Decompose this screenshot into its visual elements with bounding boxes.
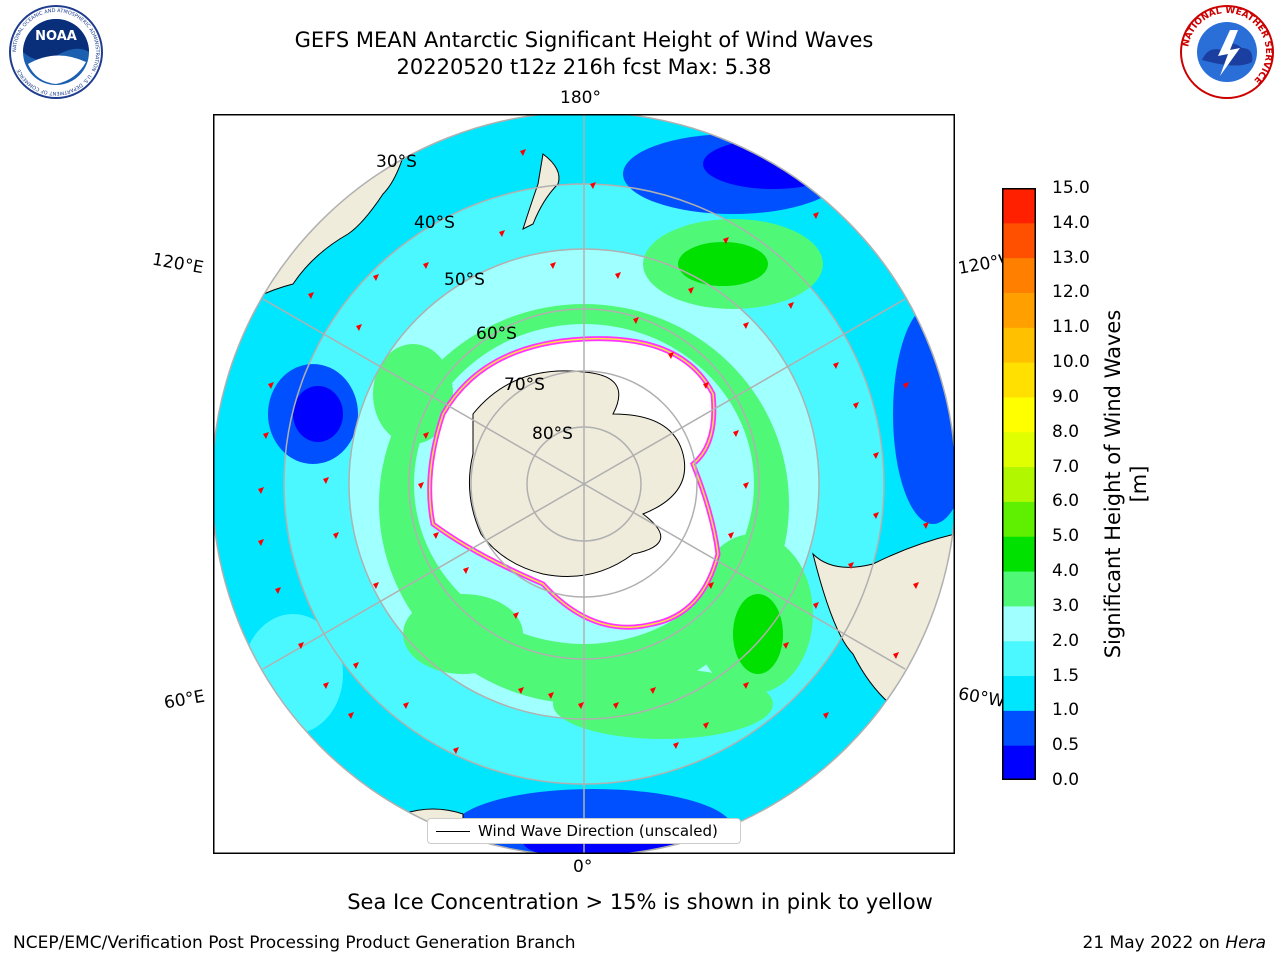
colorbar-tick-label: 1.5 [1052, 665, 1080, 686]
chart-subtitle: 20220520 t12z 216h fcst Max: 5.38 [396, 55, 772, 79]
colorbar-tick-label: 12.0 [1052, 282, 1090, 303]
colorbar-band [1002, 536, 1036, 572]
colorbar-tick-label: 5.0 [1052, 526, 1080, 547]
colorbar-tick-label: 0.0 [1052, 770, 1080, 790]
colorbar-tick-label: 14.0 [1052, 212, 1090, 233]
machine-name: Hera [1225, 933, 1266, 953]
noaa-logo-text: NOAA [35, 29, 77, 44]
colorbar-tick-label: 6.0 [1052, 491, 1080, 512]
lat-label-50s: 50°S [444, 270, 485, 290]
polar-map [213, 114, 955, 854]
colorbar-band [1002, 745, 1036, 780]
colorbar-band [1002, 327, 1036, 363]
colorbar-band [1002, 640, 1036, 677]
colorbar-band [1002, 222, 1036, 259]
colorbar-band [1002, 188, 1036, 224]
colorbar-tick-label: 13.0 [1052, 247, 1090, 268]
colorbar-band [1002, 396, 1036, 433]
antarctica-land [468, 370, 686, 577]
date-prefix: 21 May 2022 on [1082, 933, 1226, 953]
lon-label-0: 0° [573, 857, 593, 877]
lat-label-40s: 40°S [414, 213, 455, 233]
colorbar-label: Significant Height of Wind Waves [m] [1101, 309, 1151, 659]
lon-label-180: 180° [560, 88, 601, 108]
date-text: 21 May 2022 on Hera [1083, 933, 1267, 953]
colorbar-band [1002, 362, 1036, 398]
noaa-logo: NOAA NATIONAL OCEANIC AND ATMOSPHERIC AD… [9, 5, 103, 99]
colorbar [1002, 188, 1036, 780]
colorbar-tick-label: 3.0 [1052, 595, 1080, 616]
map-legend: Wind Wave Direction (unscaled) [427, 818, 741, 844]
nws-logo: NATIONAL WEATHER SERVICE [1180, 5, 1274, 99]
graticule [213, 114, 955, 854]
colorbar-tick-label: 9.0 [1052, 386, 1080, 407]
colorbar-band [1002, 292, 1036, 328]
colorbar-band [1002, 710, 1036, 746]
colorbar-tick-label: 0.5 [1052, 735, 1080, 756]
colorbar-band [1002, 257, 1036, 293]
colorbar-tick-label: 7.0 [1052, 456, 1080, 477]
colorbar-tick-label: 2.0 [1052, 630, 1080, 651]
new-zealand-land [522, 153, 560, 230]
colorbar-tick-label: 4.0 [1052, 561, 1080, 582]
colorbar-tick-label: 8.0 [1052, 421, 1080, 442]
colorbar-band [1002, 431, 1036, 468]
colorbar-tick-label: 11.0 [1052, 317, 1090, 338]
colorbar-band [1002, 675, 1036, 711]
wind-wave-arrows [258, 149, 929, 754]
colorbar-band [1002, 466, 1036, 502]
lon-label-120e: 120°E [150, 249, 206, 279]
colorbar-band [1002, 605, 1036, 642]
credit-text: NCEP/EMC/Verification Post Processing Pr… [13, 933, 576, 953]
lat-label-70s: 70°S [504, 375, 545, 395]
lat-label-30s: 30°S [376, 152, 417, 172]
colorbar-tick-label: 1.0 [1052, 700, 1080, 721]
colorbar-tick-label: 15.0 [1052, 178, 1090, 198]
lon-label-60w: 60°W [956, 684, 1007, 712]
lon-label-60e: 60°E [162, 686, 207, 714]
colorbar-band [1002, 571, 1036, 607]
map-frame [213, 114, 955, 854]
legend-line-swatch [436, 830, 470, 832]
legend-label: Wind Wave Direction (unscaled) [478, 822, 718, 840]
chart-title: GEFS MEAN Antarctic Significant Height o… [294, 28, 874, 52]
lat-label-60s: 60°S [476, 324, 517, 344]
colorbar-tick-label: 10.0 [1052, 352, 1090, 373]
sea-ice-note: Sea Ice Concentration > 15% is shown in … [347, 890, 933, 914]
colorbar-band [1002, 501, 1036, 537]
lat-label-80s: 80°S [532, 424, 573, 444]
